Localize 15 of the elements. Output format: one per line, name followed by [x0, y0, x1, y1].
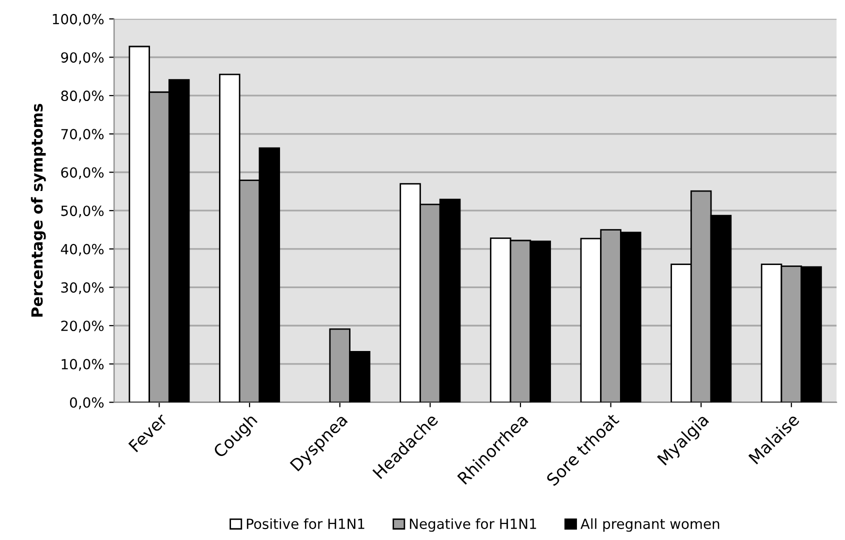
y-tick-label: 60,0% [61, 167, 104, 180]
y-tick-label: 0,0% [70, 397, 104, 410]
legend-label: Negative for H1N1 [410, 518, 536, 532]
y-tick-label: 40,0% [60, 244, 104, 256]
y-tick-label: 100,0% [52, 14, 104, 26]
y-tick-label: 10,0% [62, 358, 104, 371]
y-tick-label: 90,0% [61, 52, 104, 64]
y-tick-label: 30,0% [61, 282, 104, 294]
y-tick-label: 50,0% [61, 206, 104, 218]
y-tick-label: 70,0% [61, 128, 104, 141]
legend-label: Positive for H1N1 [246, 518, 364, 530]
y-axis-title: Percentage of symptoms [30, 104, 46, 317]
legend-label: All pregnant women [580, 518, 720, 532]
y-tick-label: 20,0% [61, 320, 104, 333]
y-tick-label: 80,0% [61, 90, 104, 102]
